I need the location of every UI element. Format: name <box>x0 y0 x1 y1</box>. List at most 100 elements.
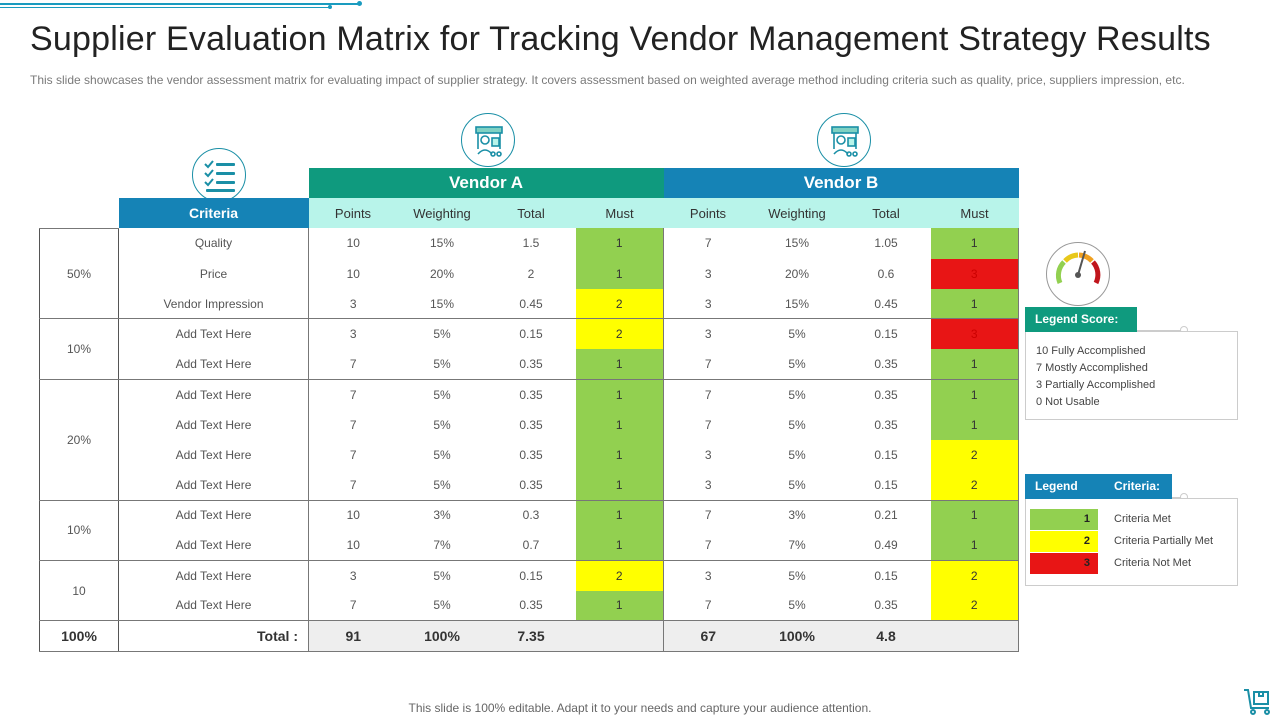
total-label-cell: Total : <box>118 620 309 652</box>
vendor-a-must-cell: 2 <box>575 318 664 350</box>
vendor-a-must-cell: 1 <box>575 349 664 380</box>
criteria-name-cell: Add Text Here <box>118 409 309 440</box>
vendor-a-must-cell: 1 <box>575 258 664 289</box>
vendor-b-total-cell: 0.15 <box>874 447 898 462</box>
legend-score-title: Legend Score: <box>1025 307 1137 332</box>
vendor-b-must-cell: 1 <box>930 530 1019 561</box>
legend-criteria-item: 1 Criteria Met <box>1030 509 1230 530</box>
vendor-b-must-header: Must <box>930 198 1019 229</box>
vendor-b-weighting-cell: 5% <box>752 590 842 622</box>
vendor-b-must-cell: 1 <box>930 288 1019 320</box>
vendor-a-must-cell: 1 <box>575 530 664 561</box>
vendor-b-must-cell: 1 <box>930 228 1019 259</box>
table-row: Add Text Here 10 7% 0.7 1 7 7% 0.49 1 <box>40 530 1019 561</box>
vendor-b-total-cell: 0.6 <box>877 266 895 281</box>
vendor-a-weighting-cell: 3% <box>433 508 451 523</box>
vendor-a-weighting-cell: 5% <box>397 349 487 380</box>
vendor-a-must-cell: 1 <box>575 500 664 531</box>
vendor-b-weighting-total-cell: 100% <box>752 620 842 652</box>
vendor-b-points-cell: 3 <box>663 469 753 501</box>
vendor-b-weighting-cell: 5% <box>752 349 842 380</box>
vendor-b-points-cell: 7 <box>704 387 712 402</box>
criteria-name-cell: Vendor Impression <box>118 288 309 320</box>
vendor-b-points-cell: 7 <box>663 590 753 622</box>
legend-score-item: 0 Not Usable <box>1036 396 1100 408</box>
cart-icon <box>1242 688 1274 720</box>
vendor-shop-icon <box>461 113 515 167</box>
slide-subtitle: This slide showcases the vendor assessme… <box>30 73 1185 87</box>
criteria-name-cell: Quality <box>118 228 309 259</box>
vendor-a-points-cell: 7 <box>308 469 398 501</box>
table-row: 10% Add Text Here 3 5% 0.15 2 3 5% 0.15 3 <box>39 318 1019 380</box>
legend-score-list: 10 Fully Accomplished 7 Mostly Accomplish… <box>1036 343 1155 411</box>
vendor-b-must-cell: 2 <box>930 560 1019 591</box>
table-row: Add Text Here 7 5% 0.35 1 7 5% 0.35 2 <box>40 590 1019 622</box>
vendor-b-points-cell: 7 <box>663 530 753 561</box>
top-accent-line-thin <box>0 7 330 8</box>
vendor-a-must-cell: 2 <box>575 560 664 591</box>
vendor-b-must-cell: 1 <box>930 349 1019 380</box>
vendor-a-total-header: Total <box>486 198 576 229</box>
legend-score-box: 10 Fully Accomplished 7 Mostly Accomplish… <box>1025 331 1238 420</box>
vendor-b-points-total-cell: 67 <box>663 620 753 652</box>
criteria-name-cell: Add Text Here <box>118 469 309 501</box>
vendor-b-total-total-cell: 4.8 <box>841 620 931 652</box>
criteria-name-cell: Add Text Here <box>118 590 309 622</box>
criteria-name-cell: Add Text Here <box>118 379 309 410</box>
legend-criteria-item: 2 Criteria Partially Met <box>1030 531 1230 552</box>
vendor-a-weighting-cell: 15% <box>397 288 487 320</box>
vendor-b-must-cell: 1 <box>930 379 1019 410</box>
legend-swatch: 2 <box>1030 531 1098 552</box>
evaluation-matrix-table: Vendor A Vendor B Criteria Points Weight… <box>39 168 1019 652</box>
vendor-a-weighting-cell: 5% <box>397 590 487 622</box>
vendor-a-points-cell: 7 <box>308 349 398 380</box>
vendor-b-weighting-cell: 7% <box>752 530 842 561</box>
vendor-b-weighting-cell: 5% <box>788 568 806 583</box>
vendor-a-weighting-cell: 15% <box>429 236 455 251</box>
table-row: Add Text Here 7 5% 0.35 1 3 5% 0.15 2 <box>40 439 1019 470</box>
vendor-b-must-cell: 1 <box>930 500 1019 531</box>
vendor-b-points-cell: 3 <box>663 288 753 320</box>
criteria-name-cell: Add Text Here <box>118 500 309 531</box>
vendor-b-must-cell: 2 <box>930 590 1019 622</box>
vendor-b-weighting-cell: 15% <box>752 288 842 320</box>
vendor-a-points-cell: 3 <box>308 288 398 320</box>
vendor-a-total-cell: 0.35 <box>486 349 576 380</box>
vendor-a-points-cell: 3 <box>349 568 357 583</box>
vendor-a-points-cell: 10 <box>346 236 360 251</box>
vendor-b-must-cell: 2 <box>930 439 1019 470</box>
vendor-a-points-cell: 7 <box>308 590 398 622</box>
vendor-shop-icon <box>817 113 871 167</box>
vendor-b-must-cell: 3 <box>930 318 1019 350</box>
vendor-a-total-cell: 0.35 <box>486 590 576 622</box>
slide-title: Supplier Evaluation Matrix for Tracking … <box>30 20 1211 58</box>
group-weight-cell: 50% <box>39 228 119 320</box>
legend-swatch: 1 <box>1030 509 1098 530</box>
vendor-a-must-cell: 1 <box>575 379 664 410</box>
vendor-a-total-cell: 0.35 <box>519 387 543 402</box>
vendor-a-total-cell: 0.15 <box>519 327 543 342</box>
vendor-b-points-cell: 3 <box>704 447 712 462</box>
top-accent-dot <box>357 1 362 6</box>
table-row: Add Text Here 7 5% 0.35 1 3 5% 0.15 2 <box>40 469 1019 501</box>
vendor-a-must-header: Must <box>575 198 664 229</box>
vendor-a-must-cell: 1 <box>575 469 664 501</box>
vendor-a-total-cell: 1.5 <box>522 236 540 251</box>
total-weight-cell: 100% <box>39 620 119 652</box>
vendor-b-weighting-cell: 5% <box>788 387 806 402</box>
vendor-b-total-cell: 0.35 <box>841 590 931 622</box>
vendor-a-weighting-cell: 20% <box>429 266 455 281</box>
vendor-b-total-cell: 0.49 <box>841 530 931 561</box>
vendor-b-weighting-cell: 5% <box>752 469 842 501</box>
vendor-a-total-cell: 0.15 <box>519 568 543 583</box>
vendor-a-header: Vendor A <box>308 168 664 199</box>
vendor-a-total-cell: 0.35 <box>486 469 576 501</box>
criteria-header: Criteria <box>118 198 309 229</box>
table-row: Vendor Impression 3 15% 0.45 2 3 15% 0.45 1 <box>40 288 1019 320</box>
legend-score-item: 10 Fully Accomplished <box>1036 345 1146 357</box>
criteria-name-cell: Add Text Here <box>118 560 309 591</box>
vendor-b-must-cell: 3 <box>930 258 1019 289</box>
vendor-b-total-cell: 0.21 <box>874 508 898 523</box>
table-row: Add Text Here 7 5% 0.35 1 7 5% 0.35 1 <box>40 349 1019 380</box>
legend-criteria-label: Criteria Partially Met <box>1114 535 1214 547</box>
